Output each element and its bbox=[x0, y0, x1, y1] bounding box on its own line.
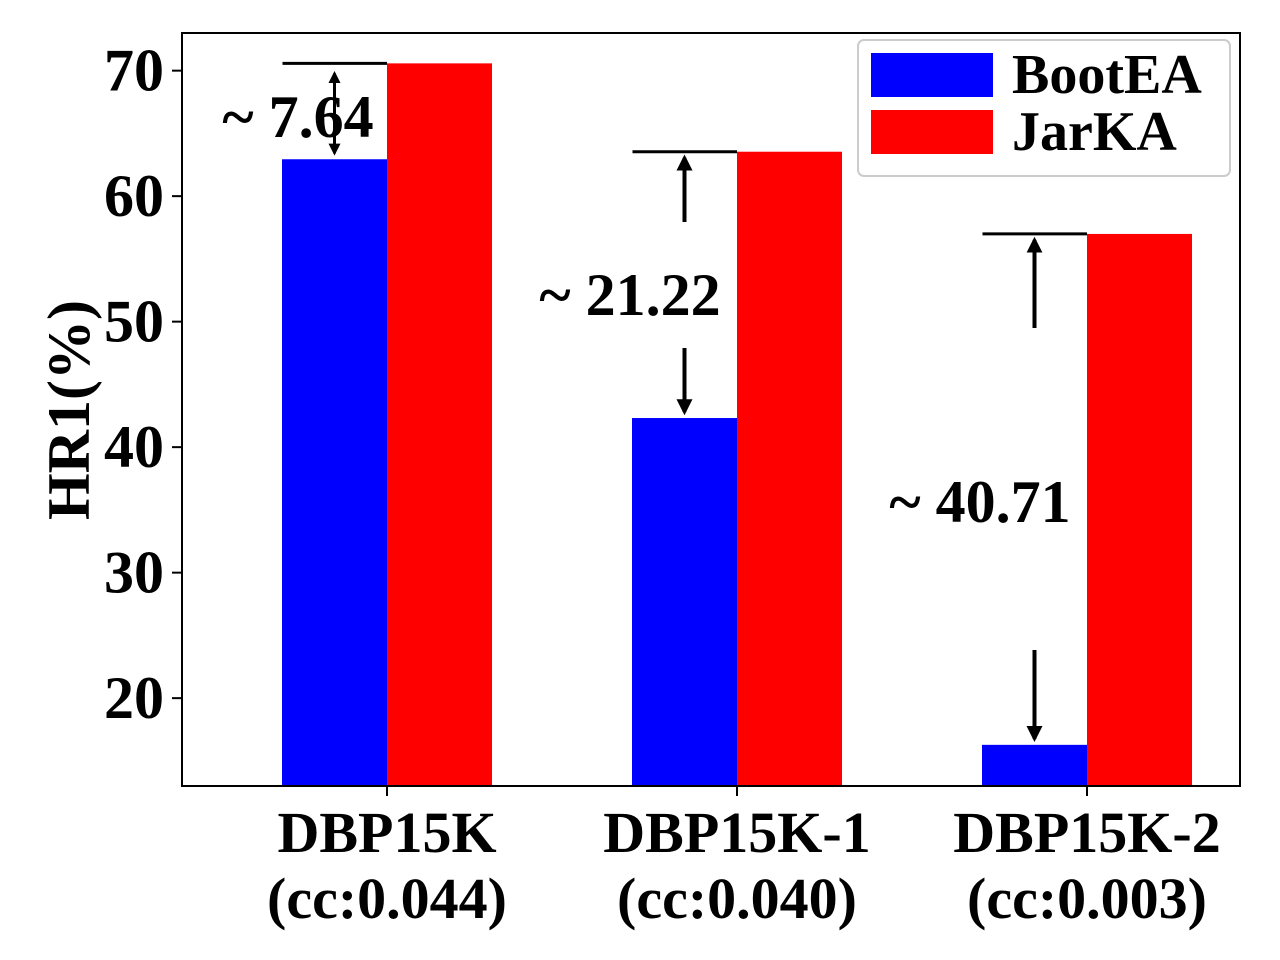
plot-frame bbox=[181, 32, 1241, 787]
y-tick-label: 40 bbox=[104, 414, 164, 480]
x-category-label: DBP15K-1 bbox=[603, 800, 870, 865]
x-category-sublabel: (cc:0.003) bbox=[967, 866, 1207, 931]
bar-jarka-1 bbox=[387, 63, 492, 787]
bar-bootea-1 bbox=[282, 159, 387, 787]
legend-swatch-jarka bbox=[871, 110, 993, 154]
x-category-label: DBP15K-2 bbox=[953, 800, 1220, 865]
x-category-sublabel: (cc:0.044) bbox=[267, 866, 507, 931]
y-tick-label: 70 bbox=[104, 38, 164, 104]
bar-jarka-3 bbox=[1087, 233, 1192, 786]
legend-swatch-bootea bbox=[871, 53, 993, 97]
x-category-sublabel: (cc:0.040) bbox=[617, 866, 857, 931]
y-tick-label: 60 bbox=[104, 163, 164, 229]
bar-bootea-2 bbox=[632, 418, 737, 786]
x-axis: DBP15K(cc:0.044) DBP15K-1(cc:0.040) DBP15K… bbox=[267, 786, 1221, 931]
annotations-layer: ~ 7.64 ~ 21.22 ~ 40.71 bbox=[222, 61, 1087, 743]
y-axis: 20 30 40 50 60 70 bbox=[104, 38, 182, 731]
bar-bootea-3 bbox=[982, 744, 1087, 786]
y-tick-label: 30 bbox=[104, 540, 164, 606]
difference-label: ~ 21.22 bbox=[539, 262, 720, 328]
y-tick-label: 50 bbox=[104, 289, 164, 355]
difference-label: ~ 40.71 bbox=[889, 469, 1070, 535]
legend-label: BootEA bbox=[1012, 44, 1202, 106]
bar-jarka-2 bbox=[737, 151, 842, 786]
x-category-label: DBP15K bbox=[277, 800, 496, 865]
y-axis-label: HR1(%) bbox=[36, 300, 102, 520]
difference-label: ~ 7.64 bbox=[222, 84, 373, 150]
y-tick-label: 20 bbox=[104, 665, 164, 731]
bars-layer bbox=[282, 63, 1192, 787]
legend-label: JarKA bbox=[1012, 101, 1177, 163]
